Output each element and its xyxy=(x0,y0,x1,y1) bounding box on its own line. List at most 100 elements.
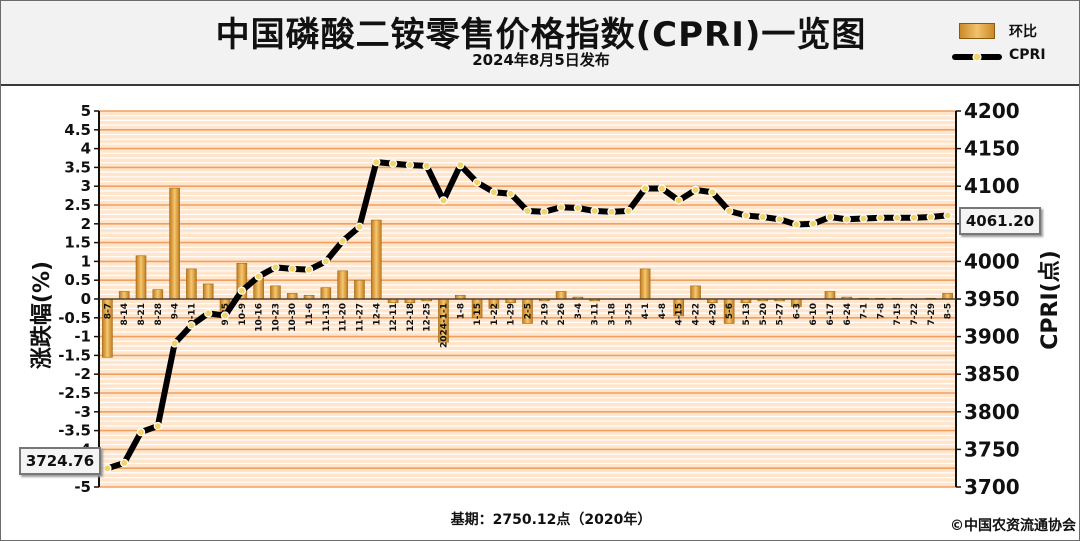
x-tick-label: 4-1 xyxy=(641,303,651,319)
y-left-tick-label: 4 xyxy=(81,140,91,158)
x-tick-label: 4-22 xyxy=(692,303,702,326)
x-tick-label: 7-22 xyxy=(910,303,920,326)
y-left-tick-label: 3.5 xyxy=(64,158,91,176)
y-right-tick-label: 3700 xyxy=(964,475,1020,499)
x-tick-label: 3-18 xyxy=(608,303,618,326)
x-tick-label: 12-4 xyxy=(372,303,382,326)
x-tick-label: 1-22 xyxy=(490,303,500,326)
cpri-point xyxy=(607,207,616,216)
cpri-point xyxy=(489,188,499,197)
cpri-point xyxy=(120,458,129,468)
x-tick-label: 8-28 xyxy=(154,303,164,326)
y-right-tick-label: 3950 xyxy=(964,287,1020,311)
x-tick-label: 4-29 xyxy=(708,303,718,326)
chart-title: 中国磷酸二铵零售价格指数(CPRI)一览图 xyxy=(215,15,867,55)
bar xyxy=(555,291,567,300)
cpri-point xyxy=(355,222,364,232)
cpri-chart: 8-78-148-218-289-49-119-2510-910-1610-23… xyxy=(30,99,1063,499)
cpri-point xyxy=(540,207,549,216)
y-left-tick-label: 1.5 xyxy=(64,234,91,252)
y-right-tick-labels: 4200415041004050400039503900385038003750… xyxy=(956,99,1020,499)
bar xyxy=(186,268,197,300)
x-tick-label: 11-20 xyxy=(339,303,349,332)
cpri-point xyxy=(405,160,415,170)
cpri-point xyxy=(254,272,263,281)
x-tick-label: 8-14 xyxy=(120,303,130,326)
cpri-point xyxy=(892,213,902,222)
x-tick-label: 1-15 xyxy=(473,303,483,326)
cpri-point xyxy=(506,189,515,198)
cpri-point xyxy=(220,311,230,320)
y-right-tick-label: 3750 xyxy=(964,437,1020,461)
cpri-point xyxy=(237,286,247,295)
y-left-tick-label: -3 xyxy=(74,403,91,421)
y-left-tick-label: 1 xyxy=(81,252,91,270)
y-left-tick-label: 2 xyxy=(81,215,91,233)
x-tick-label: 9-11 xyxy=(187,303,197,326)
chart-subtitle: 2024年8月5日发布 xyxy=(472,51,610,69)
bar xyxy=(337,270,348,300)
x-tick-label: 5-20 xyxy=(759,303,769,326)
y-left-tick-label: 0 xyxy=(81,290,91,308)
line-series xyxy=(103,157,952,473)
cpri-point xyxy=(556,203,566,212)
y-right-tick-label: 4200 xyxy=(964,99,1020,123)
x-tick-label: 1-8 xyxy=(456,303,466,319)
x-tick-label: 10-30 xyxy=(288,303,298,332)
cpri-point xyxy=(943,211,952,220)
x-tick-label: 7-1 xyxy=(860,303,870,319)
cpri-point xyxy=(472,178,482,187)
y-left-tick-label: 2.5 xyxy=(64,196,91,214)
legend-line-swatch xyxy=(952,52,1002,62)
bar xyxy=(118,291,130,300)
cpri-point xyxy=(808,219,818,228)
cpri-point xyxy=(792,220,801,229)
x-tick-label: 2-26 xyxy=(557,303,567,326)
x-tick-label: 6-10 xyxy=(809,303,819,326)
x-tick-label: 12-18 xyxy=(406,303,416,332)
cpri-point xyxy=(909,213,919,222)
bar-series xyxy=(102,187,953,358)
bar xyxy=(286,293,298,300)
footer-copyright: ©中国农资流通协会 xyxy=(950,518,1076,534)
cpri-point xyxy=(724,206,734,216)
x-tick-label: 4-15 xyxy=(675,303,685,326)
y-axis-left-label: 涨跌幅(%) xyxy=(30,261,55,369)
cpri-point xyxy=(691,185,700,195)
y-axis-right-label: CPRI(点) xyxy=(1037,250,1063,350)
cpri-point xyxy=(657,184,667,193)
y-left-tick-labels: 54.543.532.521.510.50-0.5-1-1.5-2-2.5-3-… xyxy=(58,102,99,496)
bar xyxy=(824,291,836,300)
cpri-point xyxy=(136,427,146,437)
x-tick-label: 7-15 xyxy=(893,303,903,326)
x-tick-label: 6-24 xyxy=(843,303,853,326)
x-tick-label: 5-27 xyxy=(776,303,786,326)
cpri-point xyxy=(876,213,885,222)
legend-line-label: CPRI xyxy=(1009,47,1046,63)
x-tick-label: 7-29 xyxy=(927,303,937,326)
x-tick-label: 9-4 xyxy=(171,303,181,319)
cpri-point xyxy=(775,215,784,224)
y-left-tick-label: -1 xyxy=(74,328,91,346)
cpri-point xyxy=(624,206,633,216)
bar xyxy=(690,285,701,300)
legend-bar-swatch xyxy=(959,23,995,39)
bar xyxy=(135,255,147,300)
x-tick-label: 3-25 xyxy=(624,303,634,326)
cpri-point xyxy=(741,211,751,220)
bar xyxy=(639,268,651,300)
y-right-tick-label: 4100 xyxy=(964,174,1020,198)
y-left-tick-label: 4.5 xyxy=(64,121,91,139)
y-right-tick-label: 3800 xyxy=(964,400,1020,424)
bar xyxy=(169,187,180,300)
x-tick-label: 10-16 xyxy=(255,303,265,332)
cpri-point xyxy=(758,212,767,222)
bar xyxy=(354,279,365,300)
y-right-tick-label: 4000 xyxy=(964,249,1020,273)
cpri-point xyxy=(304,265,314,274)
y-left-tick-label: -2 xyxy=(74,365,91,383)
cpri-point xyxy=(422,161,431,171)
cpri-point xyxy=(388,159,398,168)
cpri-point xyxy=(926,212,935,222)
bar xyxy=(370,219,382,300)
